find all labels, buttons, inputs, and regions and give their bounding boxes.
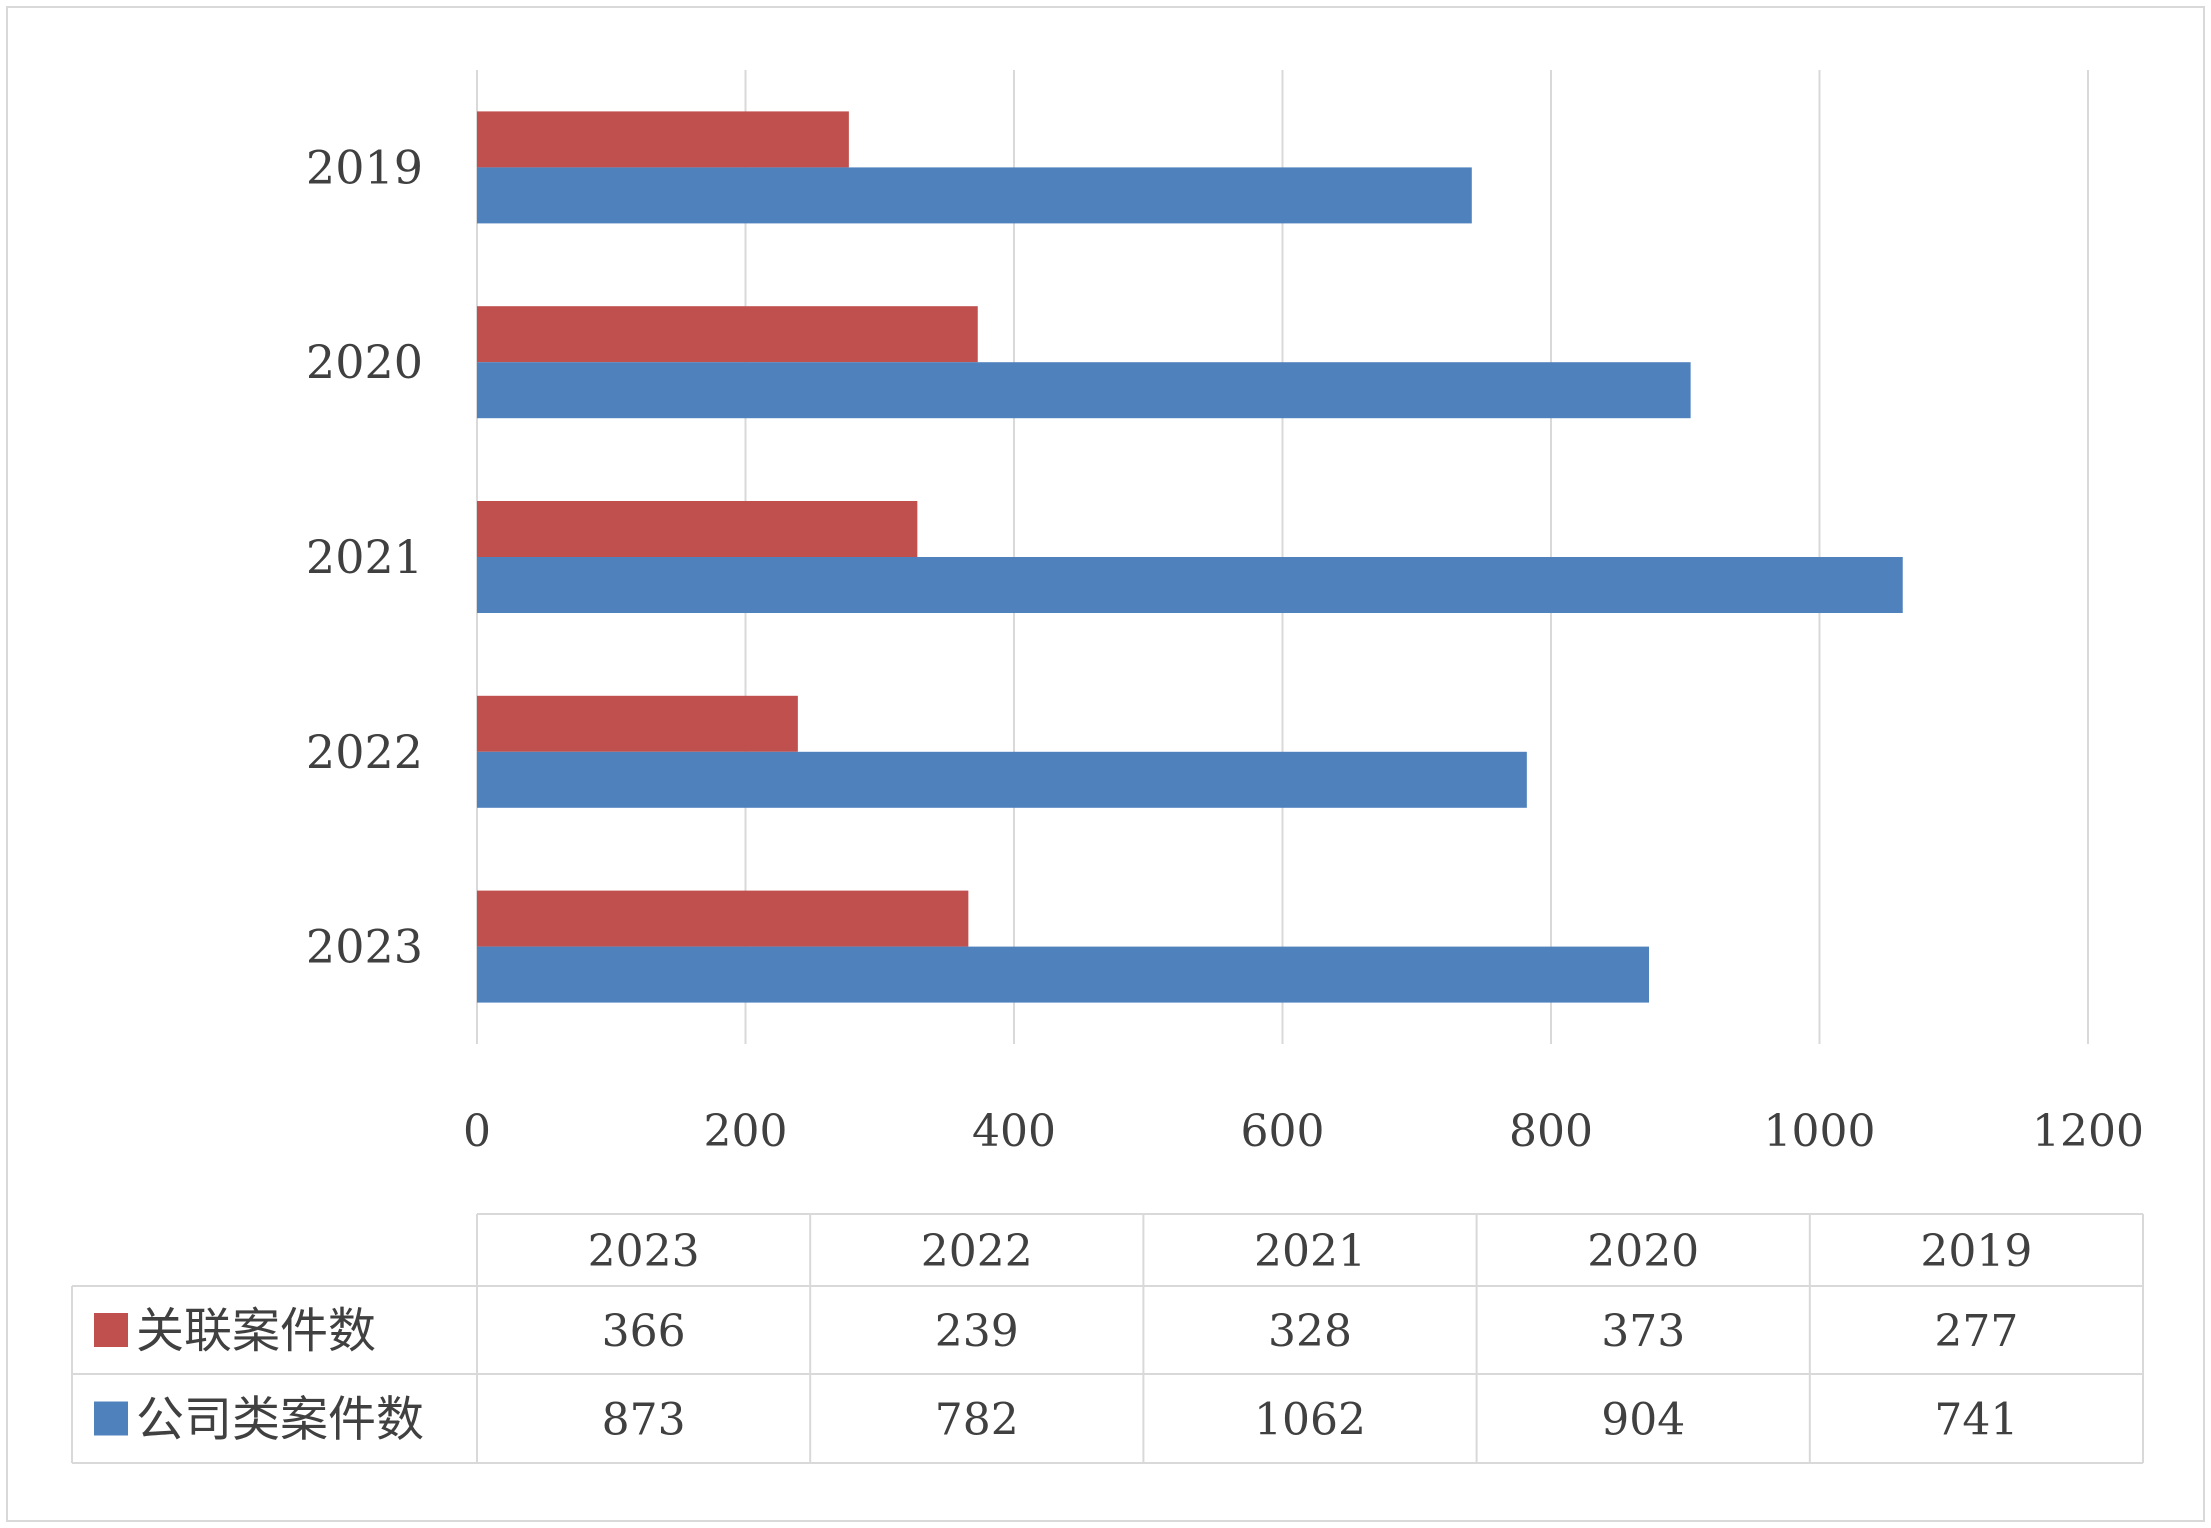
table-value-cell: 366 <box>602 1306 686 1357</box>
bar-2019-series-1 <box>477 111 849 168</box>
legend-label: 公司类案件数 <box>136 1392 424 1448</box>
table-header-cell: 2021 <box>1254 1226 1366 1277</box>
chart-frame: 0 200 400 600 800 1000 1200 2019 2020 2021 2022 202… <box>6 6 2205 1522</box>
y-category-label: 2020 <box>306 335 423 389</box>
y-category-label: 2022 <box>306 725 423 779</box>
legend-swatch <box>94 1401 128 1436</box>
table-value-cell: 239 <box>935 1306 1019 1357</box>
bar-2020-series-2 <box>477 362 1691 419</box>
table-header-cell: 2022 <box>921 1226 1033 1277</box>
x-tick-label: 200 <box>704 1106 788 1157</box>
table-value-cell: 904 <box>1601 1395 1685 1446</box>
table-value-cell: 873 <box>602 1395 686 1446</box>
bar-2019-series-2 <box>477 167 1472 224</box>
table-value-cell: 328 <box>1268 1306 1352 1357</box>
bar-2023-series-1 <box>477 890 969 947</box>
legend-label: 关联案件数 <box>136 1303 376 1359</box>
bar-2022-series-1 <box>477 695 798 752</box>
bar-2021-series-1 <box>477 501 918 557</box>
bar-2022-series-2 <box>477 751 1527 808</box>
table-value-cell: 741 <box>1934 1395 2018 1446</box>
x-tick-label: 400 <box>972 1106 1056 1157</box>
axes: 0 200 400 600 800 1000 1200 2019 2020 2021 2022 202… <box>306 140 2144 1157</box>
table-value-cell: 277 <box>1934 1306 2018 1357</box>
table-header-cell: 2020 <box>1587 1226 1699 1277</box>
data-table: 2023 2022 2021 2020 2019 关联案件数 366 239 328 373 277… <box>71 1213 2144 1464</box>
table-value-cell: 782 <box>935 1395 1019 1446</box>
table-value-cell: 1062 <box>1254 1395 1366 1446</box>
x-tick-label: 1200 <box>2032 1106 2144 1157</box>
y-category-label: 2023 <box>306 920 423 974</box>
bars <box>477 111 1903 1003</box>
x-tick-label: 1000 <box>1764 1106 1876 1157</box>
x-tick-label: 800 <box>1509 1106 1593 1157</box>
bar-chart: 0 200 400 600 800 1000 12002019202020212022202… <box>71 70 2144 1464</box>
x-tick-label: 600 <box>1241 1106 1325 1157</box>
bar-2020-series-1 <box>477 306 978 363</box>
table-value-cell: 373 <box>1601 1306 1685 1357</box>
legend-swatch <box>94 1313 128 1347</box>
y-category-label: 2021 <box>306 530 423 584</box>
x-tick-label: 0 <box>463 1106 491 1157</box>
table-header-cell: 2019 <box>1920 1226 2032 1277</box>
bar-2023-series-2 <box>477 946 1650 1003</box>
bar-2021-series-2 <box>477 557 1903 613</box>
y-category-label: 2019 <box>306 140 423 194</box>
table-header-cell: 2023 <box>588 1226 700 1277</box>
